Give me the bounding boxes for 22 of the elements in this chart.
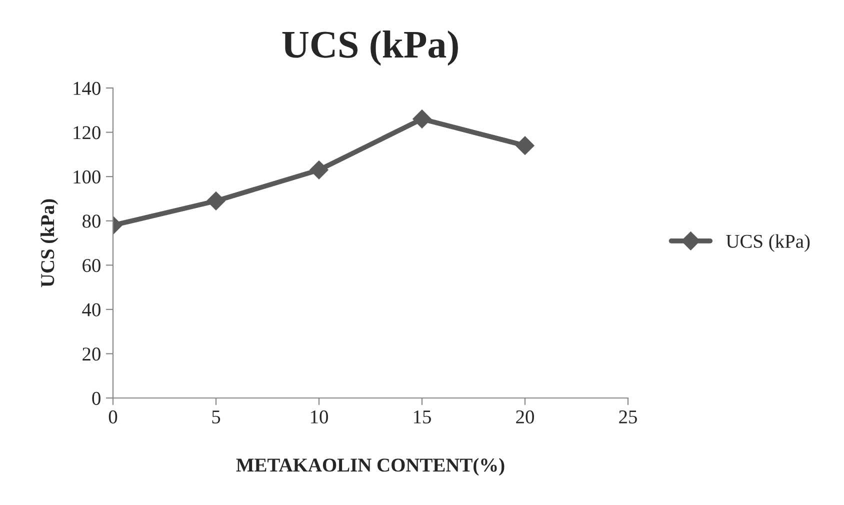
point xyxy=(310,160,328,180)
y-tick-label: 80 xyxy=(82,214,100,228)
y-tick-label: 20 xyxy=(82,348,100,361)
x-tick-label: 10 xyxy=(310,410,328,424)
point xyxy=(206,192,226,210)
x-axis-title: METAKAOLIN CONTENT(%) xyxy=(236,458,504,476)
x-tick-label: 15 xyxy=(414,410,431,424)
y-tick-label: 0 xyxy=(92,392,100,405)
x-tick-label: 5 xyxy=(212,410,220,424)
point xyxy=(412,110,432,128)
x-tick-label: 20 xyxy=(516,410,534,424)
chart-title: UCS (kPa) xyxy=(282,30,458,66)
point xyxy=(516,136,534,155)
y-axis-title: UCS (kPa) xyxy=(40,199,58,288)
y-tick-label: 100 xyxy=(74,170,100,184)
x-tick-label: 25 xyxy=(619,410,637,424)
y-tick-label: 60 xyxy=(82,258,100,272)
y-tick-label: 140 xyxy=(74,82,100,95)
y-tick-label: 40 xyxy=(82,303,100,316)
y-tick-label: 120 xyxy=(74,126,100,140)
legend-label: UCS (kPa) xyxy=(726,234,810,252)
x-tick-label: 0 xyxy=(108,410,118,424)
